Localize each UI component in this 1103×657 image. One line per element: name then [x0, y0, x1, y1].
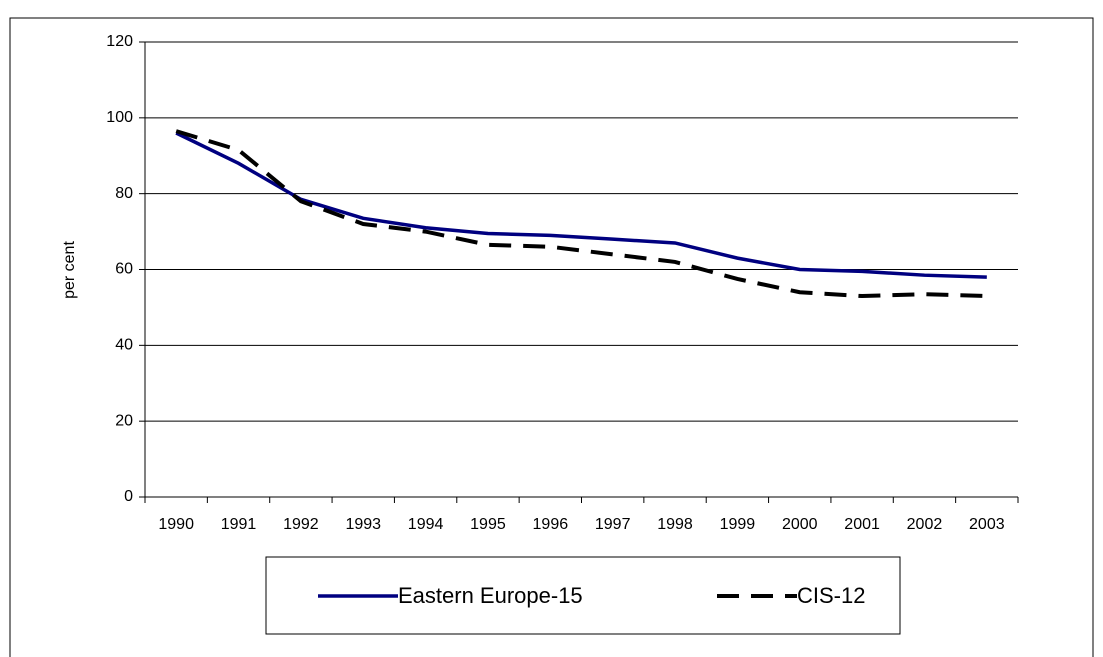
- x-tick-label: 2000: [782, 516, 818, 533]
- x-tick-label: 1994: [408, 516, 444, 533]
- x-tick-label: 1993: [345, 516, 381, 533]
- x-tick-label: 1996: [533, 516, 569, 533]
- x-tick-label: 1990: [158, 516, 194, 533]
- series-line: [175, 129, 987, 299]
- x-tick-label: 2003: [969, 516, 1005, 533]
- x-tick-label: 1991: [221, 516, 257, 533]
- x-tick-label: 1992: [283, 516, 319, 533]
- series-line: [175, 131, 987, 279]
- legend-label: Eastern Europe-15: [398, 583, 583, 608]
- y-tick-label: 60: [115, 261, 133, 278]
- x-tick-label: 1995: [470, 516, 506, 533]
- y-axis-label: per cent: [61, 241, 78, 299]
- x-tick-label: 1998: [657, 516, 693, 533]
- y-tick-label: 100: [106, 109, 133, 126]
- x-tick-label: 1997: [595, 516, 631, 533]
- y-tick-label: 80: [115, 185, 133, 202]
- legend-label: CIS-12: [797, 583, 865, 608]
- y-tick-label: 20: [115, 412, 133, 429]
- y-tick-label: 120: [106, 33, 133, 50]
- x-tick-label: 2001: [844, 516, 880, 533]
- y-tick-label: 0: [124, 488, 133, 505]
- x-tick-label: 2002: [907, 516, 943, 533]
- chart-frame: [9, 17, 1094, 657]
- y-tick-label: 40: [115, 337, 133, 354]
- x-tick-label: 1999: [720, 516, 756, 533]
